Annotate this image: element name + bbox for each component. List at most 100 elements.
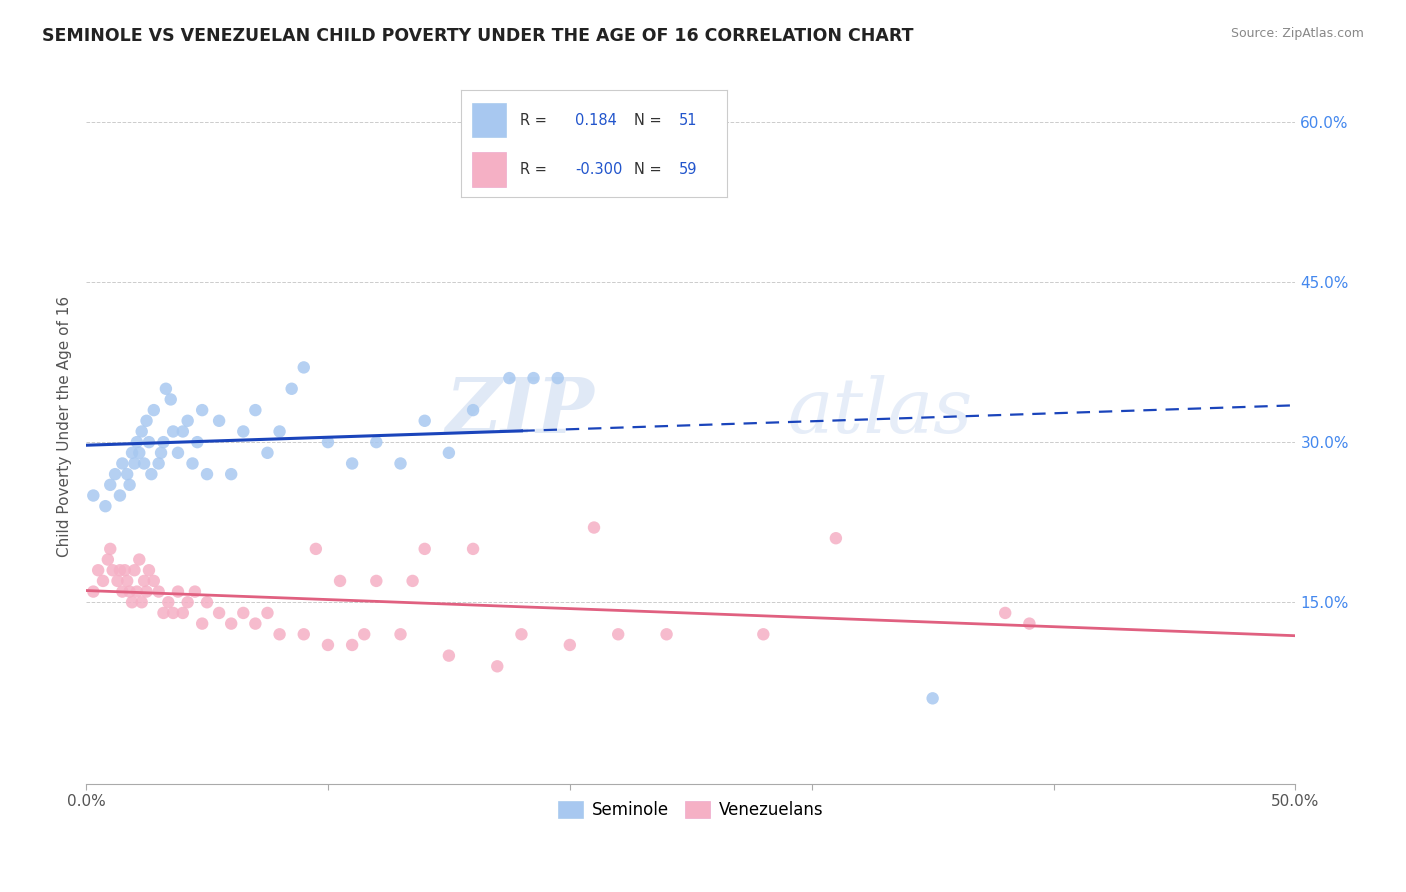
Point (498, 371, 520, 385)
Point (134, 457, 156, 471)
Point (191, 616, 214, 631)
Point (510, 627, 533, 641)
Point (155, 382, 177, 396)
Point (128, 552, 150, 566)
Point (607, 627, 630, 641)
Point (413, 541, 436, 556)
Point (486, 659, 509, 673)
Point (366, 574, 388, 588)
Point (1018, 616, 1040, 631)
Text: SEMINOLE VS VENEZUELAN CHILD POVERTY UNDER THE AGE OF 16 CORRELATION CHART: SEMINOLE VS VENEZUELAN CHILD POVERTY UND… (42, 27, 914, 45)
Point (150, 446, 173, 460)
Point (366, 435, 388, 450)
Point (558, 638, 581, 652)
Point (152, 606, 174, 620)
Point (87, 563, 110, 577)
Point (97, 552, 120, 566)
Point (162, 425, 184, 439)
Point (159, 392, 181, 407)
Point (461, 541, 484, 556)
Point (752, 627, 775, 641)
Point (305, 541, 328, 556)
Point (148, 457, 170, 471)
Point (181, 457, 204, 471)
Point (389, 627, 412, 641)
Point (94, 499, 117, 513)
Point (121, 446, 143, 460)
Point (82, 489, 104, 503)
Point (437, 446, 460, 460)
Point (82, 584, 104, 599)
Point (125, 435, 148, 450)
Point (167, 584, 190, 599)
Point (167, 446, 190, 460)
Text: atlas: atlas (787, 375, 973, 449)
Point (401, 574, 423, 588)
Point (437, 648, 460, 663)
Point (825, 531, 848, 545)
Point (172, 425, 194, 439)
Point (98, 541, 121, 556)
Point (91, 574, 114, 588)
Point (104, 467, 127, 482)
Point (256, 606, 278, 620)
Point (111, 584, 134, 599)
Point (128, 446, 150, 460)
Point (148, 584, 170, 599)
Point (547, 371, 569, 385)
Point (115, 467, 138, 482)
Point (340, 457, 363, 471)
Point (219, 616, 242, 631)
Point (138, 563, 160, 577)
Text: Source: ZipAtlas.com: Source: ZipAtlas.com (1230, 27, 1364, 40)
Point (142, 574, 165, 588)
Point (245, 616, 267, 631)
Point (413, 414, 436, 428)
Point (195, 467, 218, 482)
Point (245, 403, 267, 417)
Point (292, 627, 315, 641)
Point (135, 414, 157, 428)
Point (195, 595, 218, 609)
Point (176, 595, 198, 609)
Point (316, 638, 339, 652)
Point (184, 584, 207, 599)
Point (111, 457, 134, 471)
Point (191, 403, 214, 417)
Point (353, 627, 375, 641)
Point (269, 627, 291, 641)
Point (655, 627, 678, 641)
Point (172, 606, 194, 620)
Point (142, 403, 165, 417)
Point (329, 574, 352, 588)
Point (101, 563, 124, 577)
Point (340, 638, 363, 652)
Point (134, 574, 156, 588)
Y-axis label: Child Poverty Under the Age of 16: Child Poverty Under the Age of 16 (58, 295, 72, 557)
Point (115, 574, 138, 588)
Point (135, 584, 157, 599)
Point (269, 425, 291, 439)
Point (461, 403, 484, 417)
Point (131, 595, 153, 609)
Point (118, 478, 141, 492)
Point (121, 595, 143, 609)
Point (582, 115, 605, 129)
Point (232, 606, 254, 620)
Point (107, 574, 129, 588)
Point (125, 584, 148, 599)
Text: ZIP: ZIP (446, 375, 593, 449)
Point (108, 563, 131, 577)
Point (157, 595, 180, 609)
Point (138, 435, 160, 450)
Point (232, 425, 254, 439)
Point (219, 467, 242, 482)
Point (522, 371, 544, 385)
Point (994, 606, 1017, 620)
Point (582, 520, 605, 534)
Point (208, 606, 231, 620)
Point (256, 446, 278, 460)
Point (176, 414, 198, 428)
Point (389, 457, 412, 471)
Point (921, 691, 943, 706)
